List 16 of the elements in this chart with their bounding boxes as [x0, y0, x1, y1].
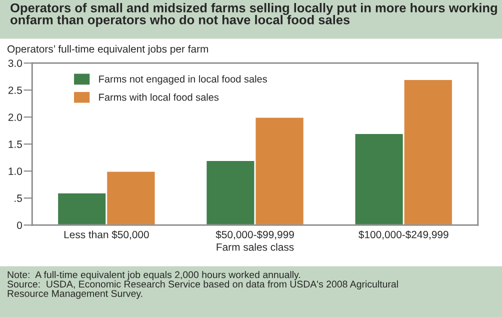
x-tick-label: $50,000-$99,999: [216, 230, 294, 240]
y-axis-title: Operators’ full-time equivalent jobs per farm: [8, 45, 208, 55]
chart-title: Operators of small and midsized farms selling locally put in more hours working onfarm than operators who do not have local food sales: [10, 3, 497, 27]
y-tick-label: 2.0: [8, 114, 22, 121]
y-tick-label: 3.0: [8, 60, 22, 67]
legend-label: Farms not engaged in local food sales: [99, 75, 267, 85]
x-axis-title: Farm sales class: [216, 243, 294, 251]
y-tick-label: 0: [17, 222, 22, 229]
y-tick-label: 1.0: [8, 168, 22, 175]
x-tick-label: $100,000-$249,999: [358, 230, 448, 240]
x-tick-label: Less than $50,000: [64, 230, 149, 240]
y-tick-label: .5: [14, 194, 22, 202]
y-tick-label: 1.5: [8, 140, 22, 148]
legend-label: Farms with local food sales: [99, 93, 219, 101]
y-tick-label: 2.5: [8, 86, 22, 94]
text: Note: A full-time equivalent job equals 2,000 hours worked annually. Source: USDA, Economic Research Service based on data from USDA's 2008 Agricultural Resource Management Survey.: [7, 271, 398, 299]
